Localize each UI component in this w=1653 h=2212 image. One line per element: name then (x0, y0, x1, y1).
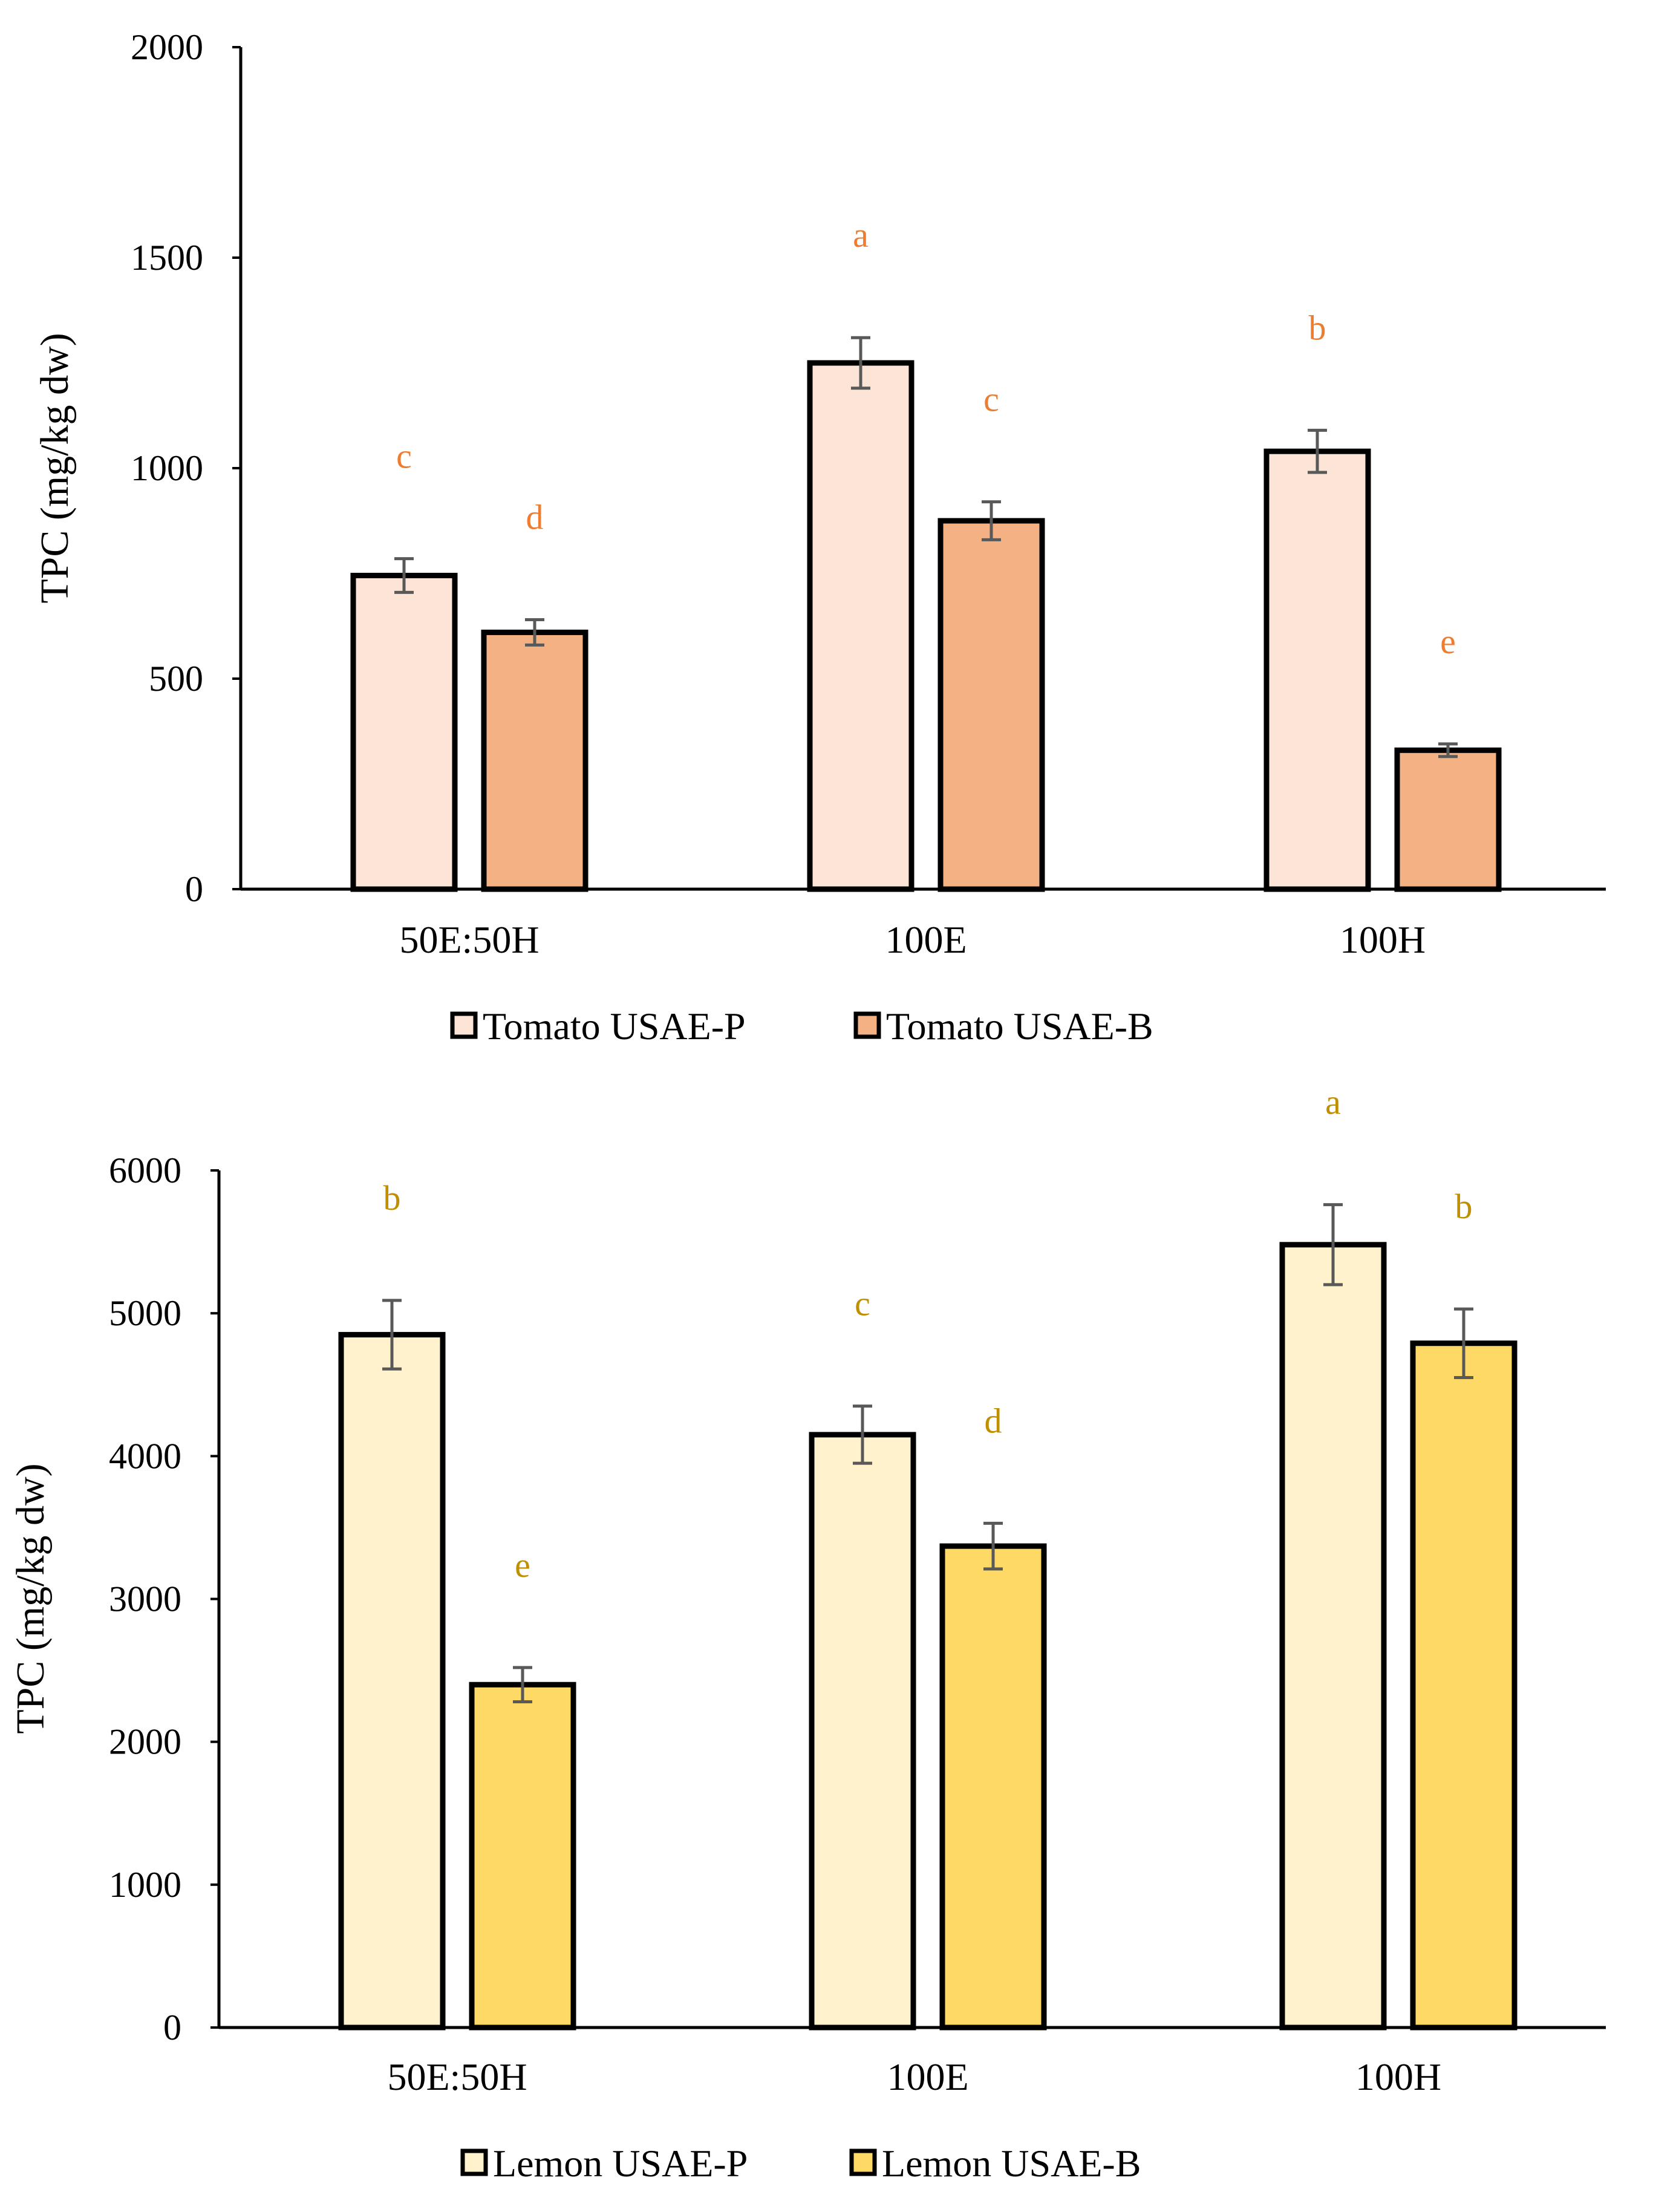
legend-label: Tomato USAE-P (483, 1005, 746, 1048)
bar (1279, 1242, 1387, 2031)
x-category-label: 100H (1355, 2055, 1441, 2098)
significance-letter: e (1440, 622, 1456, 661)
legend-label: Tomato USAE-B (886, 1005, 1153, 1048)
y-axis-title: TPC (mg/kg dw) (33, 333, 77, 603)
bar (469, 1682, 576, 2031)
legend-swatch (460, 2148, 488, 2176)
x-category-label: 100E (887, 2055, 968, 2098)
y-tick-label: 1000 (109, 1865, 181, 1905)
legend-label: Lemon USAE-P (493, 2142, 748, 2185)
significance-letter: c (983, 380, 999, 419)
significance-letter: d (985, 1401, 1002, 1440)
legend-swatch (450, 1011, 478, 1039)
x-category-label: 50E:50H (387, 2055, 527, 2098)
y-tick-label: 2000 (131, 27, 203, 67)
legend-swatch (849, 2148, 877, 2176)
x-category-label: 100E (885, 918, 967, 961)
x-category-label: 100H (1340, 918, 1426, 961)
bar (939, 1543, 1047, 2031)
bar (350, 572, 458, 892)
significance-letter: e (515, 1545, 530, 1585)
lemon-tpc-chart: 0 1000 2000 3000 4000 5000 6000 TPC (mg/kg dw) 5… (8, 1083, 1606, 2185)
y-tick-label: 2000 (109, 1722, 181, 1762)
significance-letter: d (526, 498, 544, 537)
bar (1263, 448, 1371, 892)
y-tick-label: 3000 (109, 1579, 181, 1619)
y-tick-label: 500 (149, 659, 203, 699)
y-tick-label: 5000 (109, 1293, 181, 1333)
significance-letter: c (855, 1284, 870, 1323)
significance-letter: b (1309, 308, 1326, 347)
y-tick-label: 0 (163, 2008, 181, 2047)
y-tick-label: 4000 (109, 1436, 181, 1476)
significance-letter: c (396, 437, 412, 476)
tomato-tpc-chart: 0 500 1000 1500 2000 TPC (mg/kg dw) 50E:50H c d 1… (33, 27, 1606, 1048)
significance-letter: a (1325, 1083, 1341, 1122)
y-tick-label: 1000 (131, 448, 203, 488)
bar (481, 629, 588, 892)
bar (809, 1432, 916, 2031)
legend-swatch (853, 1011, 881, 1039)
significance-letter: a (853, 215, 869, 255)
bar (338, 1332, 446, 2031)
y-tick-label: 1500 (131, 238, 203, 278)
bar (937, 518, 1045, 892)
y-axis-title: TPC (mg/kg dw) (8, 1463, 53, 1734)
bar (807, 360, 915, 892)
bar (1410, 1340, 1518, 2031)
bar (1394, 747, 1502, 892)
legend-label: Lemon USAE-B (882, 2142, 1141, 2185)
significance-letter: b (1455, 1187, 1473, 1226)
significance-letter: b (383, 1178, 401, 1218)
y-tick-label: 0 (185, 869, 203, 909)
y-tick-label: 6000 (109, 1150, 181, 1190)
x-category-label: 50E:50H (399, 918, 539, 961)
